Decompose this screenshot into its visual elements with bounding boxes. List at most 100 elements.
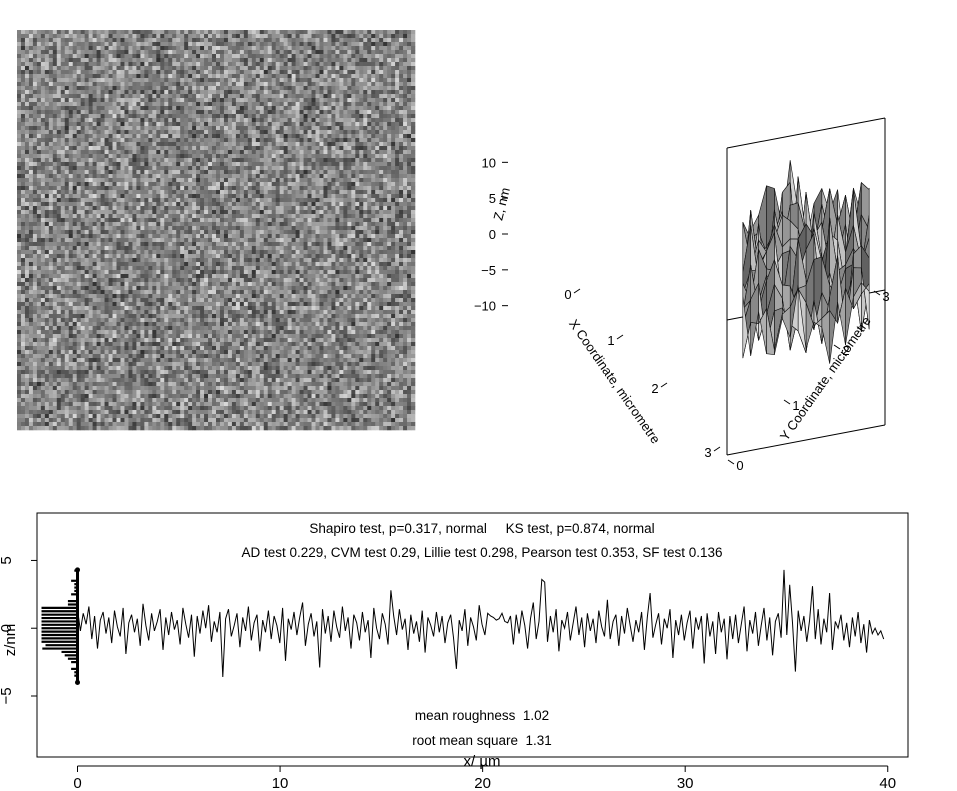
noise-pixel: [176, 114, 181, 119]
noise-pixel: [263, 30, 269, 35]
noise-pixel: [180, 70, 185, 75]
noise-pixel: [263, 66, 269, 71]
noise-pixel: [231, 90, 237, 95]
noise-pixel: [407, 58, 412, 63]
noise-pixel: [375, 194, 380, 199]
noise-pixel: [383, 74, 388, 79]
noise-pixel: [327, 42, 332, 47]
noise-pixel: [243, 182, 249, 187]
noise-pixel: [231, 62, 237, 67]
noise-pixel: [219, 174, 225, 179]
noise-pixel: [60, 198, 66, 203]
noise-pixel: [132, 42, 137, 47]
noise-pixel: [40, 146, 46, 151]
noise-pixel: [247, 122, 253, 127]
noise-pixel: [108, 186, 113, 191]
noise-pixel: [235, 166, 241, 171]
noise-pixel: [160, 174, 165, 179]
noise-pixel: [180, 82, 185, 87]
noise-pixel: [371, 210, 376, 215]
noise-pixel: [44, 218, 50, 223]
noise-pixel: [88, 82, 93, 87]
noise-pixel: [72, 82, 77, 87]
noise-pixel: [343, 38, 348, 43]
noise-pixel: [239, 190, 245, 195]
noise-pixel: [108, 74, 113, 79]
noise-pixel: [176, 222, 181, 227]
noise-pixel: [315, 30, 320, 35]
noise-pixel: [259, 222, 265, 227]
noise-pixel: [164, 98, 169, 103]
noise-pixel: [188, 134, 193, 139]
noise-pixel: [68, 126, 74, 131]
noise-pixel: [379, 130, 384, 135]
noise-pixel: [56, 46, 62, 51]
noise-pixel: [351, 154, 356, 159]
noise-pixel: [283, 106, 288, 111]
noise-pixel: [20, 218, 26, 223]
noise-pixel: [311, 198, 316, 203]
noise-pixel: [168, 42, 173, 47]
noise-pixel: [56, 154, 62, 159]
noise-pixel: [44, 194, 50, 199]
noise-pixel: [295, 130, 300, 135]
noise-pixel: [136, 42, 141, 47]
noise-pixel: [271, 102, 276, 107]
noise-pixel: [68, 86, 74, 91]
noise-pixel: [219, 222, 225, 227]
noise-pixel: [76, 110, 81, 115]
noise-pixel: [367, 30, 372, 35]
noise-pixel: [383, 226, 388, 231]
noise-pixel: [295, 86, 300, 91]
noise-pixel: [227, 118, 233, 123]
noise-pixel: [291, 126, 296, 131]
noise-pixel: [403, 114, 408, 119]
noise-pixel: [168, 182, 173, 187]
noise-pixel: [60, 142, 66, 147]
noise-pixel: [291, 82, 296, 87]
noise-pixel: [363, 190, 368, 195]
noise-pixel: [108, 138, 113, 143]
noise-pixel: [136, 226, 141, 231]
noise-pixel: [192, 222, 197, 227]
noise-pixel: [152, 106, 157, 111]
noise-pixel: [28, 34, 34, 39]
noise-pixel: [275, 222, 280, 227]
noise-pixel: [363, 62, 368, 67]
noise-pixel: [136, 202, 141, 207]
noise-pixel: [379, 34, 384, 39]
noise-pixel: [231, 146, 237, 151]
noise-pixel: [327, 194, 332, 199]
noise-pixel: [212, 90, 217, 95]
noise-pixel: [395, 62, 400, 67]
noise-pixel: [379, 178, 384, 183]
noise-pixel: [315, 122, 320, 127]
noise-pixel: [387, 90, 392, 95]
noise-pixel: [212, 70, 217, 75]
noise-pixel: [52, 202, 58, 207]
noise-pixel: [323, 174, 328, 179]
noise-pixel: [383, 102, 388, 107]
noise-pixel: [295, 226, 300, 231]
noise-pixel: [223, 202, 229, 207]
noise-pixel: [363, 154, 368, 159]
noise-pixel: [88, 186, 93, 191]
noise-pixel: [164, 226, 169, 231]
noise-pixel: [291, 54, 296, 59]
noise-pixel: [299, 162, 304, 167]
noise-pixel: [168, 114, 173, 119]
noise-pixel: [164, 154, 169, 159]
noise-pixel: [315, 190, 320, 195]
noise-pixel: [251, 150, 257, 155]
noise-pixel: [399, 146, 404, 151]
noise-pixel: [411, 70, 416, 75]
noise-pixel: [20, 198, 26, 203]
noise-pixel: [251, 126, 257, 131]
noise-pixel: [323, 78, 328, 83]
noise-pixel: [335, 106, 340, 111]
noise-pixel: [60, 146, 66, 151]
noise-pixel: [279, 46, 284, 51]
noise-pixel: [411, 174, 416, 179]
noise-pixel: [347, 174, 352, 179]
noise-pixel: [80, 142, 85, 147]
